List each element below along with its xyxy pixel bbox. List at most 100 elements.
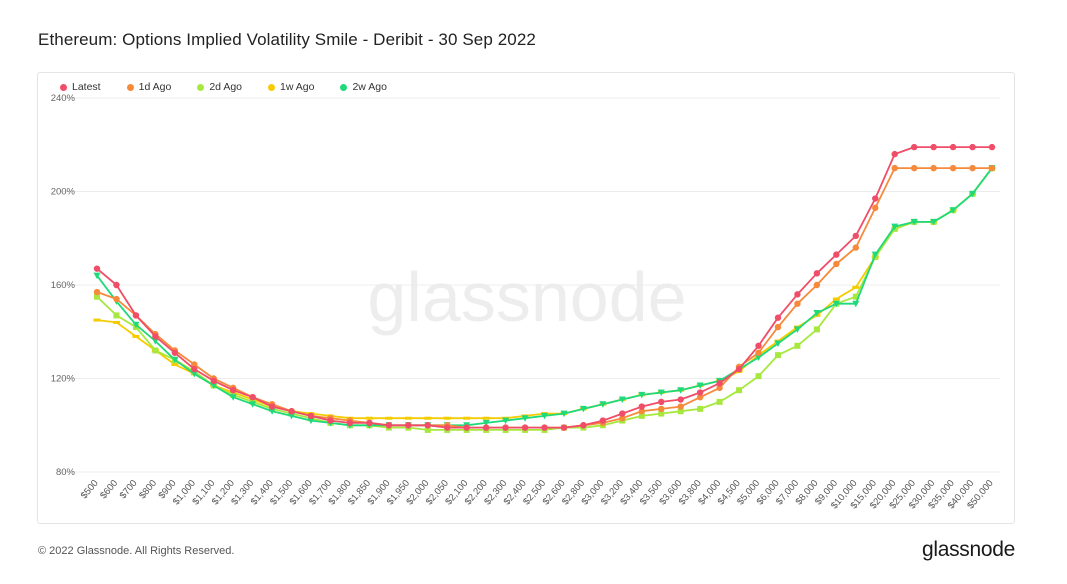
- data-point[interactable]: [716, 384, 723, 392]
- data-point[interactable]: [229, 386, 237, 394]
- data-point[interactable]: [502, 417, 510, 425]
- data-point[interactable]: [813, 270, 821, 277]
- data-point[interactable]: [697, 405, 704, 412]
- data-point[interactable]: [210, 382, 218, 390]
- data-point[interactable]: [327, 417, 334, 424]
- data-point[interactable]: [229, 394, 237, 401]
- data-point[interactable]: [833, 251, 840, 258]
- data-point[interactable]: [638, 391, 646, 399]
- data-point[interactable]: [774, 352, 781, 359]
- data-point[interactable]: [113, 312, 120, 319]
- data-point[interactable]: [463, 416, 471, 420]
- data-point[interactable]: [755, 342, 762, 349]
- data-point[interactable]: [618, 396, 626, 404]
- data-point[interactable]: [152, 347, 159, 354]
- data-point[interactable]: [774, 340, 782, 347]
- data-point[interactable]: [696, 394, 704, 401]
- data-point[interactable]: [677, 387, 685, 394]
- data-point[interactable]: [482, 424, 490, 431]
- data-point[interactable]: [307, 412, 315, 420]
- data-point[interactable]: [93, 272, 101, 280]
- data-point[interactable]: [969, 190, 977, 198]
- data-point[interactable]: [949, 207, 957, 214]
- data-point[interactable]: [891, 150, 898, 158]
- data-point[interactable]: [366, 419, 373, 427]
- data-point[interactable]: [599, 401, 607, 408]
- data-point[interactable]: [560, 410, 568, 418]
- data-point[interactable]: [93, 318, 101, 322]
- legend-item-2d-ago[interactable]: 2d Ago: [197, 81, 242, 93]
- data-point[interactable]: [113, 281, 120, 289]
- data-point[interactable]: [638, 412, 645, 419]
- data-point[interactable]: [852, 300, 860, 308]
- data-point[interactable]: [444, 424, 451, 431]
- data-point[interactable]: [171, 349, 179, 356]
- data-point[interactable]: [677, 396, 684, 403]
- data-point[interactable]: [949, 164, 957, 172]
- data-point[interactable]: [638, 408, 645, 415]
- data-point[interactable]: [988, 164, 996, 172]
- data-point[interactable]: [658, 410, 665, 417]
- data-point[interactable]: [424, 426, 431, 433]
- data-point[interactable]: [443, 416, 451, 420]
- data-point[interactable]: [852, 244, 860, 251]
- data-point[interactable]: [833, 260, 840, 268]
- data-point[interactable]: [794, 300, 801, 307]
- data-point[interactable]: [482, 419, 490, 427]
- data-point[interactable]: [930, 143, 937, 151]
- data-point[interactable]: [249, 394, 256, 401]
- data-point[interactable]: [852, 232, 860, 240]
- data-point[interactable]: [346, 419, 354, 427]
- data-point[interactable]: [112, 320, 120, 324]
- data-point[interactable]: [151, 338, 159, 345]
- data-point[interactable]: [949, 143, 957, 151]
- data-point[interactable]: [813, 281, 821, 289]
- data-point[interactable]: [832, 297, 840, 301]
- data-point[interactable]: [307, 417, 315, 425]
- data-point[interactable]: [619, 410, 626, 417]
- data-point[interactable]: [93, 288, 101, 296]
- data-point[interactable]: [930, 218, 938, 226]
- data-point[interactable]: [871, 251, 879, 259]
- data-point[interactable]: [521, 415, 529, 422]
- data-point[interactable]: [793, 326, 801, 333]
- data-point[interactable]: [774, 314, 782, 321]
- data-point[interactable]: [891, 223, 899, 231]
- data-point[interactable]: [832, 300, 840, 308]
- data-point[interactable]: [755, 349, 762, 356]
- data-point[interactable]: [171, 362, 179, 366]
- legend-item-2w-ago[interactable]: 2w Ago: [340, 81, 387, 93]
- data-point[interactable]: [94, 293, 100, 300]
- data-point[interactable]: [463, 424, 470, 431]
- data-point[interactable]: [580, 422, 587, 429]
- data-point[interactable]: [365, 416, 373, 420]
- data-point[interactable]: [755, 354, 763, 361]
- data-point[interactable]: [268, 403, 276, 410]
- brand-logo[interactable]: glassnode: [921, 538, 1015, 561]
- data-point[interactable]: [502, 424, 509, 431]
- data-point[interactable]: [152, 333, 159, 340]
- legend-item-latest[interactable]: Latest: [60, 81, 101, 93]
- data-point[interactable]: [288, 408, 295, 415]
- data-point[interactable]: [794, 342, 801, 349]
- data-point[interactable]: [405, 422, 412, 429]
- data-point[interactable]: [249, 401, 257, 408]
- data-point[interactable]: [521, 424, 529, 431]
- data-point[interactable]: [794, 291, 801, 298]
- data-point[interactable]: [404, 416, 412, 420]
- data-point[interactable]: [191, 365, 198, 373]
- data-point[interactable]: [872, 204, 879, 212]
- data-point[interactable]: [677, 408, 684, 415]
- data-point[interactable]: [191, 361, 198, 368]
- data-point[interactable]: [560, 424, 568, 431]
- data-point[interactable]: [969, 164, 976, 172]
- data-point[interactable]: [132, 334, 140, 338]
- data-point[interactable]: [132, 321, 140, 329]
- data-point[interactable]: [619, 415, 626, 422]
- data-point[interactable]: [813, 326, 820, 333]
- data-point[interactable]: [268, 408, 276, 415]
- data-point[interactable]: [852, 285, 860, 289]
- data-point[interactable]: [891, 164, 898, 172]
- data-point[interactable]: [735, 365, 743, 373]
- data-point[interactable]: [696, 389, 704, 396]
